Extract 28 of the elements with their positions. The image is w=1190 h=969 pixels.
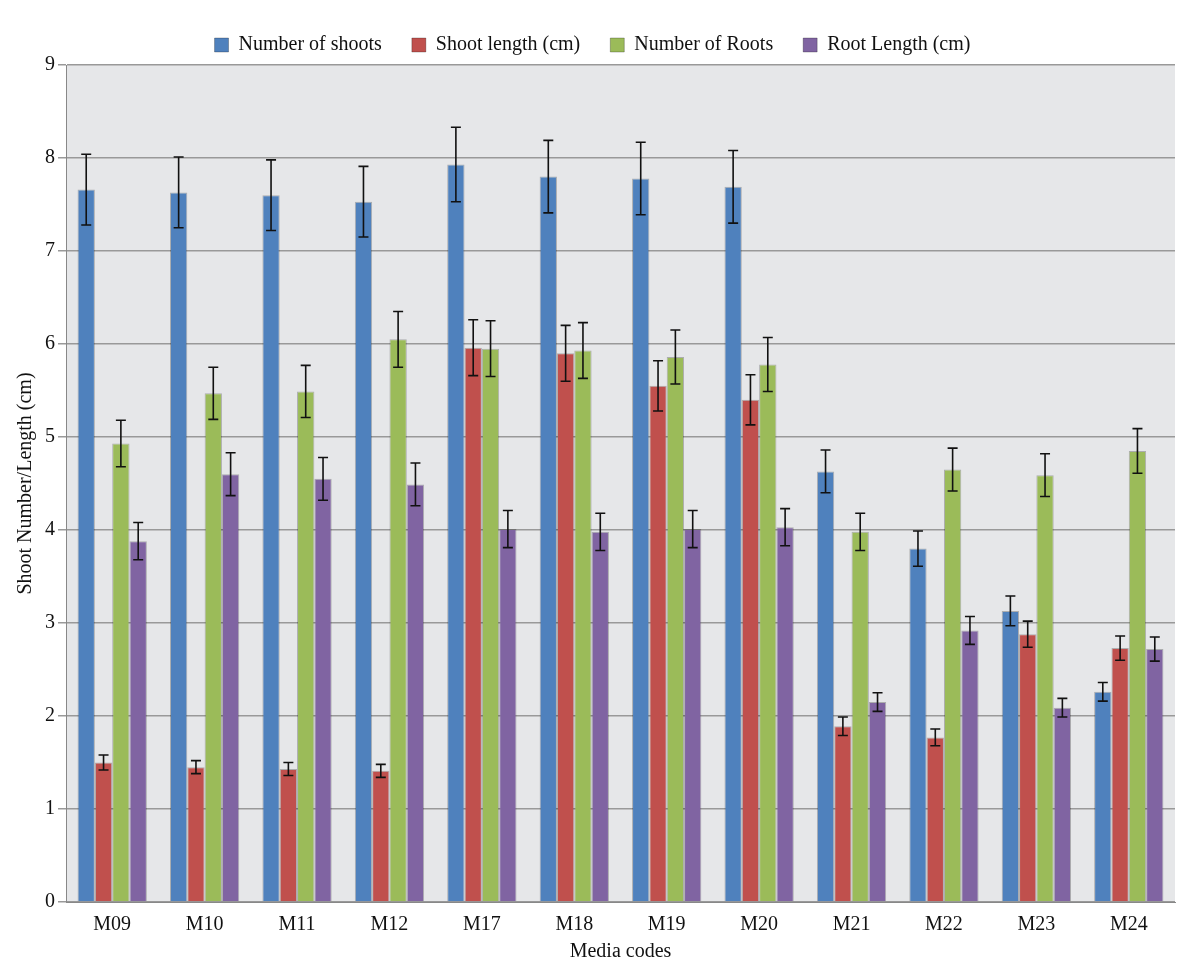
legend-label: Number of shoots: [238, 32, 383, 55]
x-tick-label: M11: [278, 912, 316, 935]
y-tick-label: 2: [45, 703, 55, 726]
y-tick-label: 9: [45, 52, 55, 75]
x-tick-label: M20: [740, 912, 779, 935]
x-tick-label: M10: [185, 912, 224, 935]
x-tick-label: M12: [370, 912, 409, 935]
y-tick-label: 8: [45, 145, 55, 168]
x-tick-label: M09: [93, 912, 132, 935]
legend-label: Number of Roots: [634, 32, 774, 55]
x-tick-label: M18: [555, 912, 594, 935]
y-tick-label: 7: [45, 238, 55, 261]
y-tick-label: 0: [45, 889, 55, 912]
y-tick-label: 1: [45, 796, 55, 819]
y-tick-label: 3: [45, 610, 55, 633]
y-tick-label: 5: [45, 424, 55, 447]
legend-label: Root Length (cm): [827, 32, 971, 56]
x-tick-label: M24: [1109, 912, 1148, 935]
y-tick-label: 6: [45, 331, 55, 354]
x-tick-label: M17: [462, 912, 501, 935]
y-tick-label: 4: [45, 517, 55, 540]
y-axis-title: Shoot Number/Length (cm): [13, 372, 37, 595]
x-tick-label: M23: [1017, 912, 1056, 935]
x-tick-label: M19: [647, 912, 686, 935]
legend-label: Shoot length (cm): [435, 32, 581, 56]
x-axis-title: Media codes: [569, 939, 672, 962]
x-tick-label: M21: [832, 912, 871, 935]
x-tick-label: M22: [925, 912, 963, 935]
